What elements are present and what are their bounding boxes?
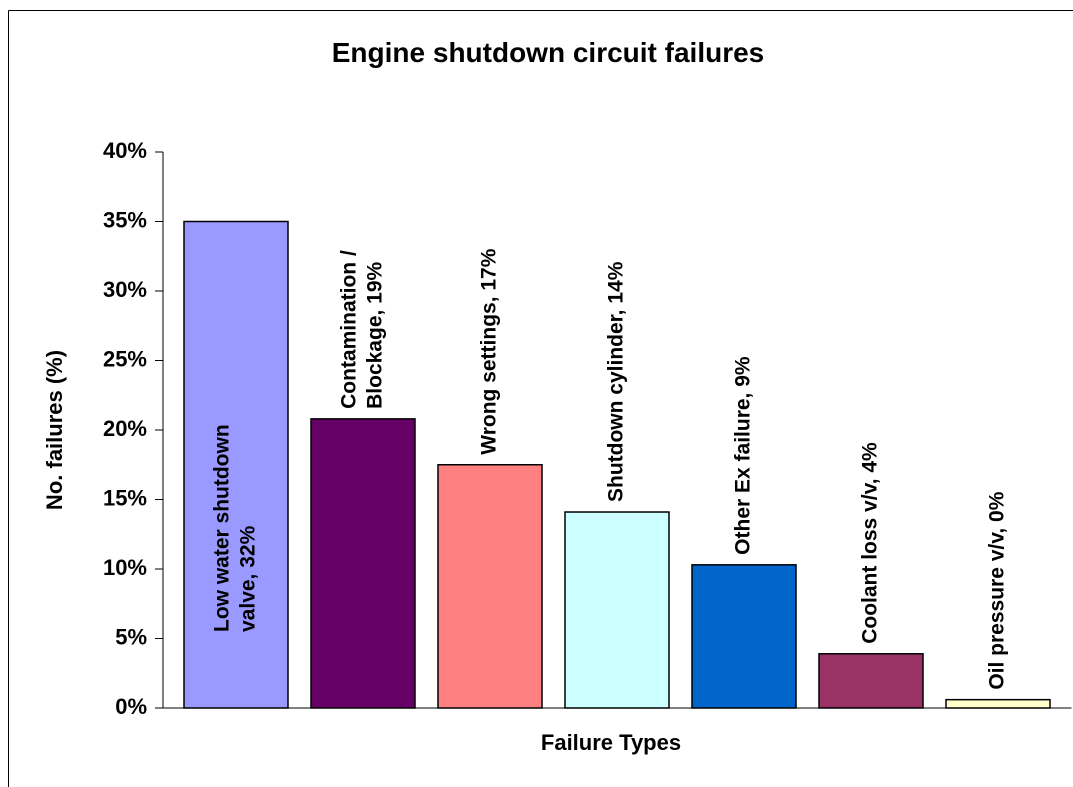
data-label: Blockage, 19% [364, 261, 387, 408]
bar [183, 220, 289, 709]
data-label: Wrong settings, 17% [478, 248, 501, 454]
bar [437, 464, 543, 709]
data-label: Shutdown cylinder, 14% [605, 261, 628, 502]
data-label: Contamination / [338, 250, 361, 409]
data-label: Other Ex failure, 9% [732, 356, 755, 555]
y-tick-label: 40% [103, 138, 147, 163]
bar [310, 418, 416, 709]
y-tick-label: 25% [103, 346, 147, 371]
y-tick-label: 20% [103, 416, 147, 441]
data-label: Coolant loss v/v, 4% [859, 442, 882, 644]
y-tick-label: 5% [115, 624, 147, 649]
y-axis-label: No. failures (%) [42, 350, 67, 510]
x-axis-label: Failure Types [541, 730, 681, 755]
y-tick-label: 0% [115, 694, 147, 719]
bar [945, 698, 1051, 709]
y-tick-label: 10% [103, 555, 147, 580]
data-label: Low water shutdown [211, 424, 234, 632]
y-tick-label: 15% [103, 485, 147, 510]
data-label: Oil pressure v/v, 0% [986, 491, 1009, 689]
y-tick-label: 30% [103, 277, 147, 302]
y-tick-label: 35% [103, 207, 147, 232]
bar [818, 653, 924, 709]
bar [564, 511, 670, 709]
bar [691, 564, 797, 709]
data-label: valve, 32% [237, 525, 260, 632]
chart-title: Engine shutdown circuit failures [332, 37, 765, 68]
